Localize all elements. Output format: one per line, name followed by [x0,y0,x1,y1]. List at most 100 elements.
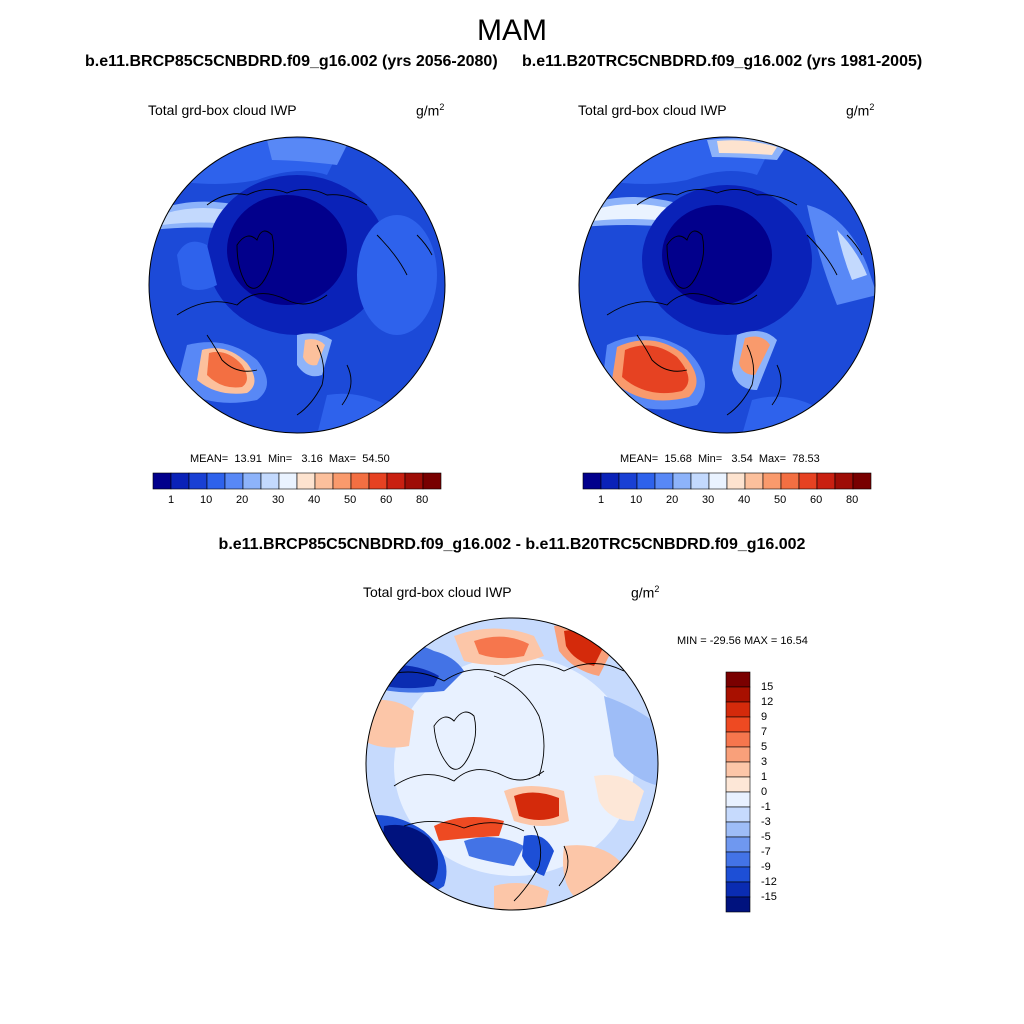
colorbar-swatch [725,821,751,838]
colorbar-swatch [725,731,751,748]
figure-title: MAM [477,14,547,47]
colorbar-diff-tick: -15 [761,891,777,903]
panel-left-variable: Total grd-box cloud IWP [148,102,297,118]
colorbar-swatch [725,746,751,763]
colorbar-swatch [368,472,388,490]
colorbar-swatch [725,761,751,778]
colorbar-swatch [725,701,751,718]
colorbar-swatch [816,472,836,490]
colorbar-left-tick: 80 [416,494,429,506]
panel-right-stats: MEAN= 15.68 Min= 3.54 Max= 78.53 [620,453,820,465]
colorbar-diff-tick: 9 [761,711,768,723]
colorbar-swatch [278,472,298,490]
colorbar-diff-tick: 12 [761,696,774,708]
colorbar-right-tick: 80 [846,494,859,506]
case-title-left: b.e11.BRCP85C5CNBDRD.f09_g16.002 (yrs 20… [85,53,498,70]
case-title-right: b.e11.B20TRC5CNBDRD.f09_g16.002 (yrs 198… [522,53,923,70]
panel-right-unit: g/m2 [846,102,875,119]
colorbar-diff-tick: 1 [761,771,768,783]
colorbar-diff-tick: 0 [761,786,768,798]
colorbar-swatch [206,472,226,490]
colorbar-swatch [224,472,244,490]
colorbar-swatch [708,472,728,490]
colorbar-diff-tick: -1 [761,801,771,813]
colorbar-swatch [242,472,262,490]
colorbar-right [582,472,872,490]
colorbar-left-tick: 40 [308,494,321,506]
colorbar-swatch [725,776,751,793]
colorbar-left-swatches [152,472,442,490]
map-diff [365,617,659,911]
colorbar-swatch [834,472,854,490]
colorbar-swatch [654,472,674,490]
colorbar-diff-tick: 7 [761,726,768,738]
colorbar-left-tick: 50 [344,494,357,506]
colorbar-swatch [725,791,751,808]
panel-left-unit: g/m2 [416,102,445,119]
colorbar-swatch [296,472,316,490]
panel-right-variable: Total grd-box cloud IWP [578,102,727,118]
colorbar-swatch [725,686,751,703]
colorbar-left-tick: 10 [200,494,213,506]
colorbar-right-tick: 1 [598,494,605,506]
colorbar-swatch [600,472,620,490]
colorbar-diff-tick: 15 [761,681,774,693]
colorbar-right-tick: 60 [810,494,823,506]
panel-diff-variable: Total grd-box cloud IWP [363,584,512,600]
colorbar-left-tick: 20 [236,494,249,506]
colorbar-swatch [422,472,442,490]
panel-diff-unit: g/m2 [631,584,660,601]
colorbar-swatch [725,806,751,823]
colorbar-left-tick: 60 [380,494,393,506]
colorbar-right-swatches [582,472,872,490]
map-left [148,136,446,434]
colorbar-swatch [726,472,746,490]
diff-minmax: MIN = -29.56 MAX = 16.54 [677,635,808,647]
colorbar-diff-tick: -7 [761,846,771,858]
colorbar-swatch [744,472,764,490]
colorbar-diff [725,671,751,913]
colorbar-diff-tick: 3 [761,756,768,768]
colorbar-swatch [690,472,710,490]
colorbar-swatch [260,472,280,490]
colorbar-right-tick: 50 [774,494,787,506]
colorbar-left-tick: 30 [272,494,285,506]
colorbar-swatch [852,472,872,490]
colorbar-swatch [404,472,424,490]
colorbar-swatch [725,881,751,898]
colorbar-diff-tick: 5 [761,741,768,753]
colorbar-swatch [762,472,782,490]
colorbar-diff-swatches [725,671,751,913]
colorbar-diff-tick: -9 [761,861,771,873]
colorbar-diff-tick: -5 [761,831,771,843]
colorbar-swatch [725,836,751,853]
colorbar-swatch [582,472,602,490]
colorbar-swatch [636,472,656,490]
colorbar-swatch [386,472,406,490]
colorbar-swatch [672,472,692,490]
colorbar-swatch [332,472,352,490]
colorbar-right-tick: 20 [666,494,679,506]
colorbar-swatch [152,472,172,490]
colorbar-right-tick: 30 [702,494,715,506]
colorbar-left [152,472,442,490]
colorbar-diff-tick: -12 [761,876,777,888]
colorbar-diff-tick: -3 [761,816,771,828]
colorbar-right-tick: 40 [738,494,751,506]
diff-title: b.e11.BRCP85C5CNBDRD.f09_g16.002 - b.e11… [218,536,806,553]
colorbar-swatch [170,472,190,490]
colorbar-swatch [618,472,638,490]
colorbar-swatch [798,472,818,490]
panel-left-stats: MEAN= 13.91 Min= 3.16 Max= 54.50 [190,453,390,465]
colorbar-left-tick: 1 [168,494,175,506]
colorbar-right-tick: 10 [630,494,643,506]
colorbar-swatch [725,851,751,868]
colorbar-swatch [725,896,751,913]
colorbar-swatch [725,866,751,883]
colorbar-swatch [725,716,751,733]
colorbar-swatch [725,671,751,688]
colorbar-swatch [780,472,800,490]
colorbar-swatch [188,472,208,490]
colorbar-swatch [350,472,370,490]
colorbar-swatch [314,472,334,490]
